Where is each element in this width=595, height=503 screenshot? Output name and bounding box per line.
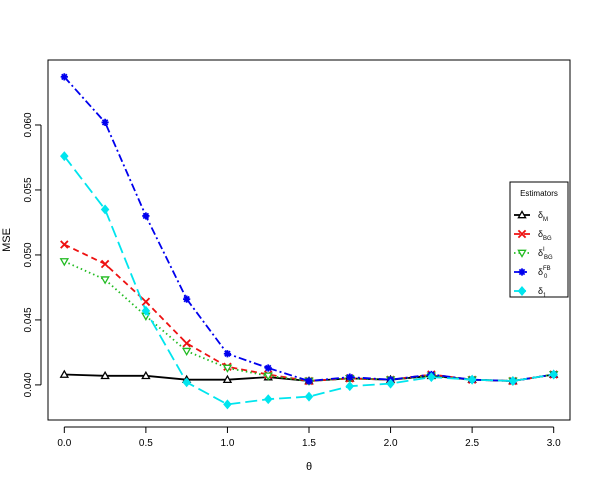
data-point [508, 376, 518, 386]
data-point [60, 151, 69, 162]
legend-label-sub: BG [544, 255, 553, 261]
data-point [141, 370, 151, 380]
series-line [63, 155, 554, 406]
data-point [59, 258, 70, 267]
axes: 0.0 0.5 1.0 1.5 2.0 2.5 3.0 0.040 0.045 0.050 0.05… [23, 112, 561, 449]
legend-title: Estimators [520, 189, 558, 198]
legend-entry: δ1 [514, 286, 547, 299]
legend-label-base: δ [538, 267, 543, 277]
data-point [427, 372, 436, 383]
series-4 [60, 151, 558, 410]
data-point [386, 378, 395, 389]
data-point [223, 350, 232, 358]
x-axis-label: θ [306, 461, 312, 473]
legend-label: δFB 0 [538, 266, 551, 280]
data-point [59, 369, 70, 378]
x-tick-label: 0.0 [57, 438, 71, 449]
legend-entry: δFB 0 [514, 266, 551, 280]
legend-label-base: δ [538, 248, 543, 258]
legend-label-sub: 1 [543, 293, 547, 299]
data-point [182, 339, 191, 348]
x-tick-label: 1.0 [220, 438, 234, 449]
series-line [63, 260, 554, 382]
data-point [263, 394, 273, 405]
series-3 [60, 73, 558, 385]
legend-box [509, 181, 569, 298]
legend-marker [517, 286, 527, 296]
y-axis-label: MSE [1, 228, 13, 252]
legend-label: δ1 [538, 286, 547, 299]
data-point [100, 259, 110, 269]
data-point [101, 118, 109, 126]
x-tick-label: 2.5 [465, 438, 479, 449]
series-line [63, 243, 554, 382]
series-1 [60, 240, 558, 386]
data-point [60, 240, 69, 249]
y-tick-label: 0.040 [23, 372, 34, 397]
data-point [264, 364, 272, 372]
legend-marker [517, 229, 527, 239]
data-point [60, 73, 68, 81]
y-tick-label: 0.050 [23, 242, 34, 267]
legend-label: δBG [538, 229, 552, 242]
y-tick-label: 0.060 [23, 112, 34, 137]
data-point [183, 295, 191, 303]
data-point [141, 297, 151, 306]
data-point [346, 373, 354, 381]
legend-label-base: δ [538, 210, 543, 220]
legend-label-sub: BG [543, 236, 552, 242]
legend-label: δI BG [538, 247, 553, 261]
legend-entry: δI BG [514, 247, 553, 261]
legend-marker [517, 210, 527, 219]
data-point [467, 374, 477, 385]
data-point [182, 377, 191, 388]
legend-label-sub: M [543, 217, 548, 223]
x-tick-label: 3.0 [547, 438, 561, 449]
legend-marker [517, 249, 527, 258]
series-line [63, 76, 554, 382]
data-point [181, 347, 192, 357]
legend-entry: δM [514, 210, 548, 223]
data-point [305, 377, 313, 385]
data-point [100, 204, 110, 215]
data-point [141, 305, 151, 316]
legend-label-sub: 0 [544, 274, 548, 280]
legend-label-sup: FB [543, 266, 551, 272]
x-tick-label: 0.5 [139, 438, 153, 449]
plot-frame [47, 59, 571, 421]
legend-marker [518, 268, 526, 276]
y-tick-label: 0.055 [23, 177, 34, 202]
data-point [549, 369, 558, 380]
data-point [304, 391, 314, 402]
data-point [263, 372, 273, 381]
y-tick-label: 0.045 [23, 307, 34, 332]
legend-label-base: δ [538, 229, 543, 239]
legend-label-sup: I [543, 247, 545, 253]
x-tick-label: 2.0 [384, 438, 398, 449]
series-layer [59, 73, 559, 410]
data-point [223, 399, 232, 410]
legend-label-base: δ [538, 286, 543, 296]
data-point [100, 276, 110, 285]
data-point [100, 370, 110, 380]
data-point [222, 364, 233, 373]
x-tick-label: 1.5 [302, 438, 316, 449]
legend-label: δM [538, 210, 548, 223]
series-2 [59, 258, 559, 386]
data-point [142, 212, 150, 220]
data-point [345, 381, 355, 392]
legend-entry: δBG [514, 229, 552, 242]
data-point [222, 374, 233, 384]
